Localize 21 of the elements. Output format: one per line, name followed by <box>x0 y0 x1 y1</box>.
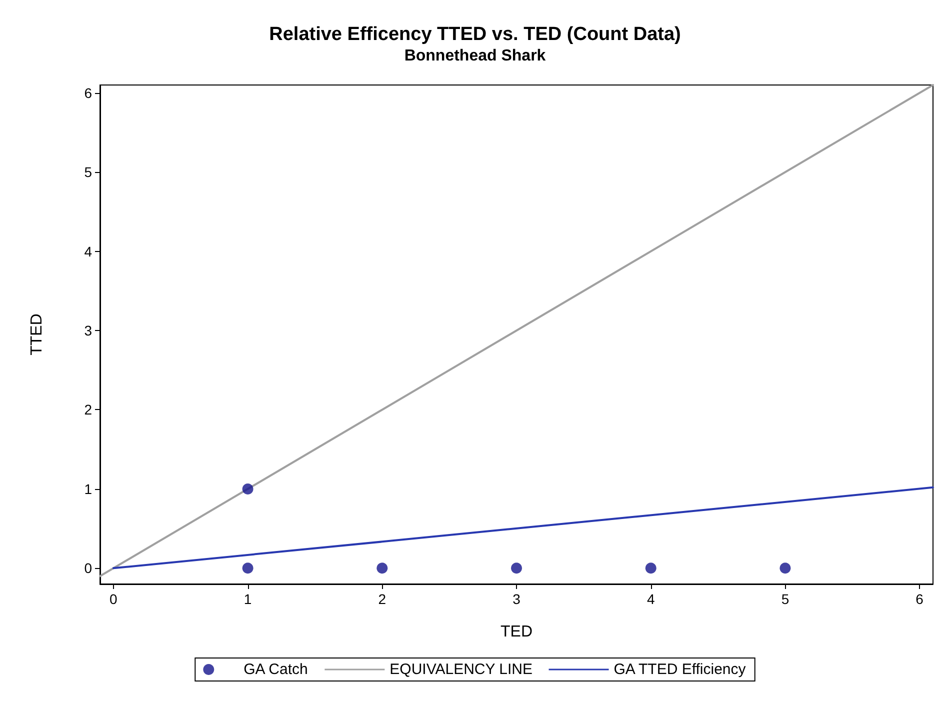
x-tick-label: 0 <box>110 591 118 607</box>
y-tick-label: 2 <box>84 402 92 418</box>
y-tick-label: 5 <box>84 164 92 180</box>
y-tick-label: 4 <box>84 243 92 260</box>
x-axis-title: TED <box>500 624 532 640</box>
legend-label: GA Catch <box>244 661 308 678</box>
chart-title: Relative Efficency TTED vs. TED (Count Data) <box>269 24 681 45</box>
chart-subtitle: Bonnethead Shark <box>404 48 546 64</box>
x-tick-label: 4 <box>646 591 655 607</box>
y-tick-label: 0 <box>84 560 92 576</box>
x-tick-label: 3 <box>512 591 521 607</box>
x-tick-label: 1 <box>244 591 252 607</box>
legend-label: GA TTED Efficiency <box>614 661 746 678</box>
y-tick-label: 6 <box>84 84 92 101</box>
x-tick-label: 2 <box>378 591 386 607</box>
y-tick-label: 1 <box>84 480 92 497</box>
y-axis-title: TTED <box>28 314 46 356</box>
legend-label: EQUIVALENCY LINE <box>390 661 533 678</box>
x-tick-label: 6 <box>916 591 924 607</box>
x-tick-label: 5 <box>781 591 790 607</box>
y-tick-label: 3 <box>84 322 92 339</box>
